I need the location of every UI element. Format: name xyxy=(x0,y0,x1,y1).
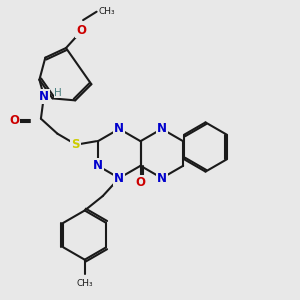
Text: CH₃: CH₃ xyxy=(76,279,93,288)
Text: N: N xyxy=(157,122,167,135)
Text: N: N xyxy=(93,159,103,172)
Text: CH₃: CH₃ xyxy=(98,7,115,16)
Text: N: N xyxy=(157,172,167,184)
Text: O: O xyxy=(136,176,146,189)
Text: N: N xyxy=(114,122,124,135)
Text: N: N xyxy=(114,172,124,184)
Text: N: N xyxy=(39,90,49,103)
Text: O: O xyxy=(9,114,19,127)
Text: O: O xyxy=(76,24,86,37)
Text: H: H xyxy=(54,88,62,98)
Text: S: S xyxy=(71,138,80,151)
